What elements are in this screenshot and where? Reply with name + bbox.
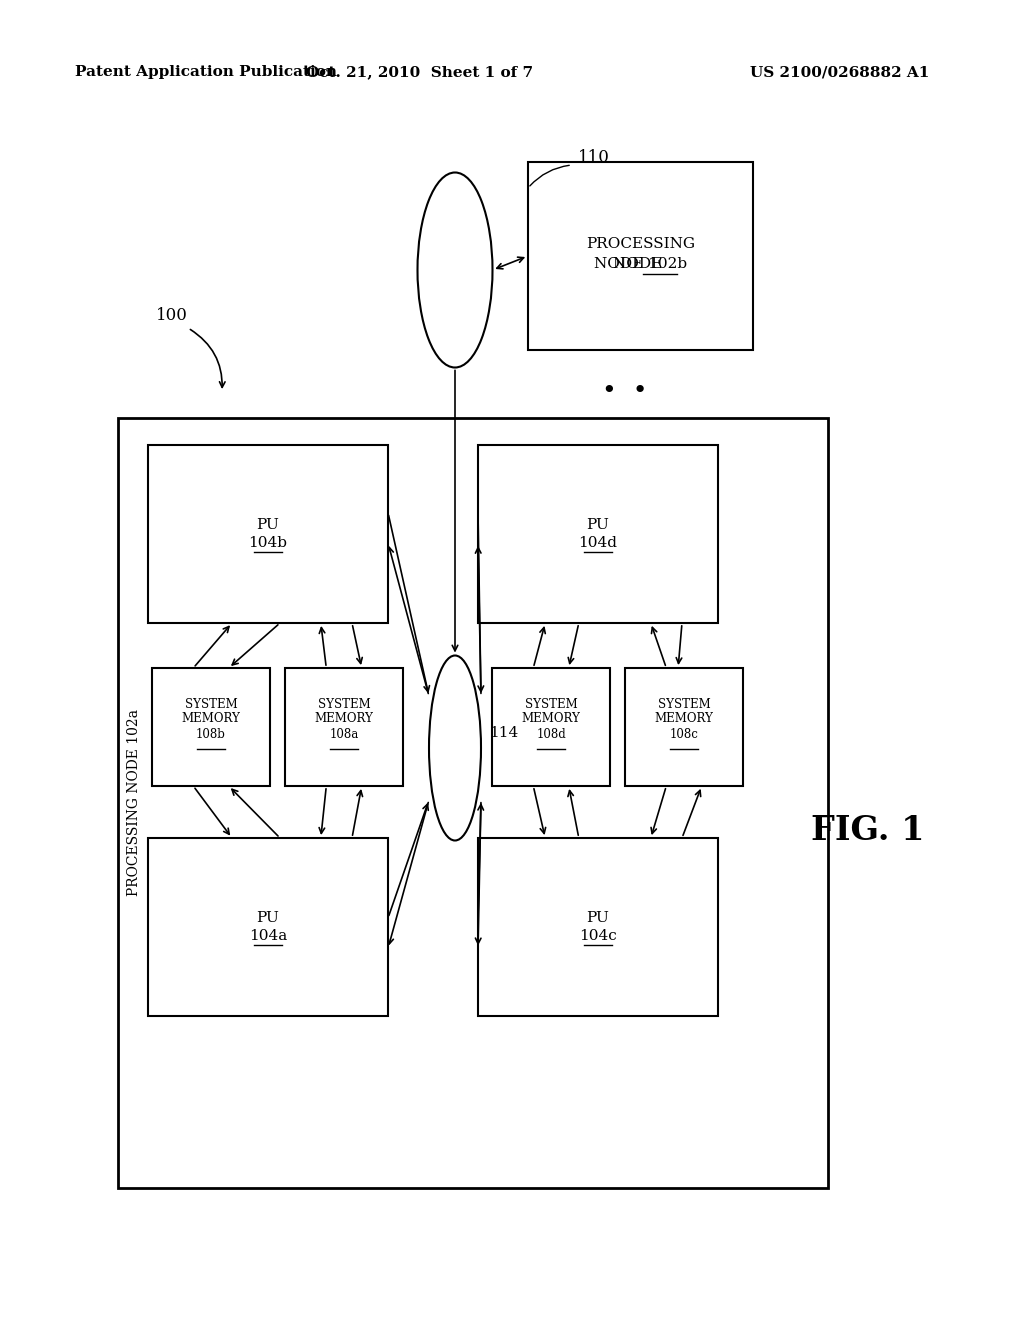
Bar bbox=[152, 668, 270, 785]
Text: NODE 102b: NODE 102b bbox=[594, 257, 687, 271]
Bar bbox=[478, 445, 718, 623]
Bar bbox=[148, 838, 388, 1016]
Text: SYSTEM
MEMORY
108a: SYSTEM MEMORY 108a bbox=[314, 697, 374, 741]
Text: SYSTEM
MEMORY
108c: SYSTEM MEMORY 108c bbox=[654, 697, 714, 741]
Bar bbox=[285, 668, 403, 785]
Text: PROCESSING NODE 102a: PROCESSING NODE 102a bbox=[127, 710, 141, 896]
Text: 110: 110 bbox=[578, 149, 610, 166]
Bar bbox=[148, 445, 388, 623]
Ellipse shape bbox=[418, 173, 493, 367]
Text: 104a: 104a bbox=[249, 929, 287, 942]
Bar bbox=[492, 668, 610, 785]
Bar bbox=[528, 162, 753, 350]
Text: PU: PU bbox=[257, 517, 280, 532]
Text: PROCESSING: PROCESSING bbox=[586, 238, 695, 251]
Text: NODE: NODE bbox=[613, 257, 668, 271]
Text: PU: PU bbox=[257, 911, 280, 925]
Text: 100: 100 bbox=[156, 306, 188, 323]
FancyArrowPatch shape bbox=[529, 165, 569, 186]
Text: FIG. 1: FIG. 1 bbox=[811, 813, 925, 846]
Bar bbox=[478, 838, 718, 1016]
Text: 104d: 104d bbox=[579, 536, 617, 550]
Text: Oct. 21, 2010  Sheet 1 of 7: Oct. 21, 2010 Sheet 1 of 7 bbox=[306, 65, 534, 79]
FancyArrowPatch shape bbox=[190, 330, 225, 387]
Text: US 2100/0268882 A1: US 2100/0268882 A1 bbox=[750, 65, 930, 79]
Bar bbox=[118, 418, 828, 1188]
Bar bbox=[625, 668, 743, 785]
Text: 104c: 104c bbox=[580, 929, 616, 942]
Text: 104b: 104b bbox=[249, 536, 288, 550]
Text: 114: 114 bbox=[489, 726, 518, 741]
Text: Patent Application Publication: Patent Application Publication bbox=[75, 65, 337, 79]
Text: •  •: • • bbox=[602, 380, 648, 404]
Ellipse shape bbox=[429, 656, 481, 841]
Text: SYSTEM
MEMORY
108b: SYSTEM MEMORY 108b bbox=[181, 697, 241, 741]
Text: PU: PU bbox=[587, 517, 609, 532]
Text: SYSTEM
MEMORY
108d: SYSTEM MEMORY 108d bbox=[521, 697, 581, 741]
Text: PU: PU bbox=[587, 911, 609, 925]
